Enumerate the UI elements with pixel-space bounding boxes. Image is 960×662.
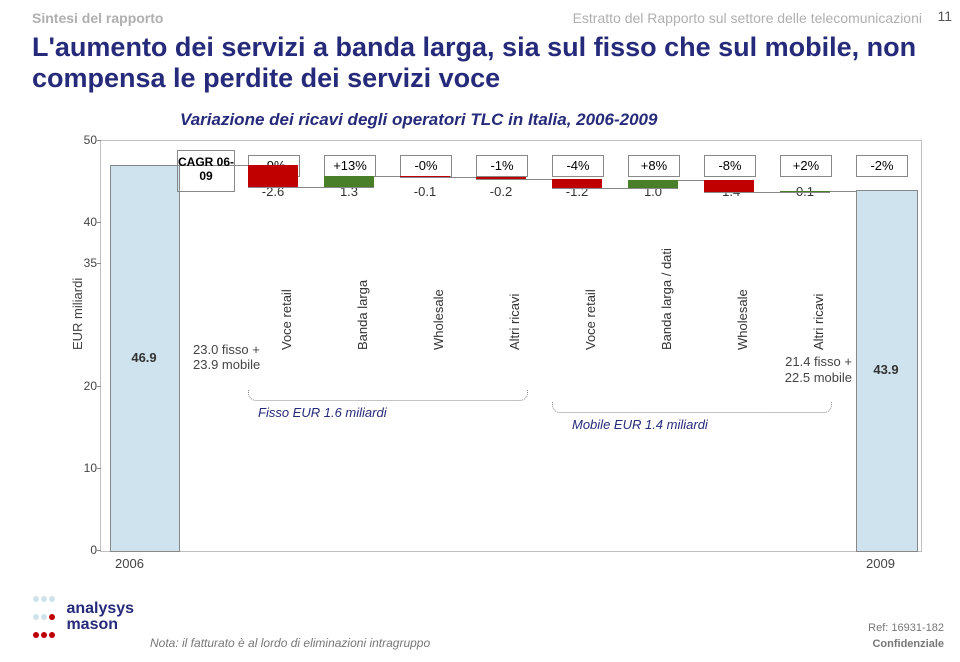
category-label: Voce retail — [279, 289, 294, 350]
y-axis-label: EUR miliardi — [70, 278, 85, 350]
pct-box-total: -2% — [856, 155, 908, 177]
category-label: Altri ricavi — [507, 294, 522, 350]
y-tick: 20 — [75, 379, 97, 393]
footnote: Nota: il fatturato è al lordo di elimina… — [150, 636, 430, 650]
x-label-2009: 2009 — [866, 556, 895, 571]
category-label: Banda larga / dati — [659, 248, 674, 350]
pct-box: +13% — [324, 155, 376, 177]
pct-box: +8% — [628, 155, 680, 177]
delta-bar — [628, 180, 678, 188]
y-tick: 0 — [75, 543, 97, 557]
page-number: 11 — [937, 8, 952, 24]
chart-subtitle: Variazione dei ricavi degli operatori TL… — [180, 110, 657, 130]
pct-box: -4% — [552, 155, 604, 177]
first-bar-annot: 23.0 fisso + 23.9 mobile — [193, 342, 283, 373]
delta-label: -0.2 — [471, 184, 531, 199]
category-label: Wholesale — [735, 289, 750, 350]
mobile-annot: Mobile EUR 1.4 miliardi — [572, 417, 708, 432]
confidential-label: Confidenziale — [872, 638, 944, 650]
category-label: Banda larga — [355, 280, 370, 350]
header-left: Sintesi del rapporto — [32, 10, 163, 26]
x-label-2006: 2006 — [115, 556, 144, 571]
y-tick: 10 — [75, 461, 97, 475]
cagr-label-box: CAGR 06-09 — [177, 150, 235, 192]
delta-bar — [248, 165, 298, 186]
last-bar-label: 43.9 — [856, 362, 916, 377]
reference: Ref: 16931-182 — [868, 622, 944, 634]
pct-box: -0% — [400, 155, 452, 177]
category-label: Wholesale — [431, 289, 446, 350]
pct-box: +2% — [780, 155, 832, 177]
logo: analysysmason — [32, 590, 134, 644]
pct-box: -8% — [704, 155, 756, 177]
delta-label: -0.1 — [395, 184, 455, 199]
delta-bar — [704, 180, 754, 191]
delta-bar — [552, 179, 602, 189]
y-tick: 35 — [75, 256, 97, 270]
header-right: Estratto del Rapporto sul settore delle … — [573, 10, 922, 26]
y-tick: 40 — [75, 215, 97, 229]
fisso-annot: Fisso EUR 1.6 miliardi — [258, 405, 387, 420]
first-bar-label: 46.9 — [110, 350, 178, 365]
category-label: Altri ricavi — [811, 294, 826, 350]
y-tick: 50 — [75, 133, 97, 147]
page-title: L'aumento dei servizi a banda larga, sia… — [32, 32, 920, 94]
delta-bar — [324, 176, 374, 187]
last-bar-annot: 21.4 fisso + 22.5 mobile — [764, 354, 852, 385]
pct-box: -1% — [476, 155, 528, 177]
category-label: Voce retail — [583, 289, 598, 350]
